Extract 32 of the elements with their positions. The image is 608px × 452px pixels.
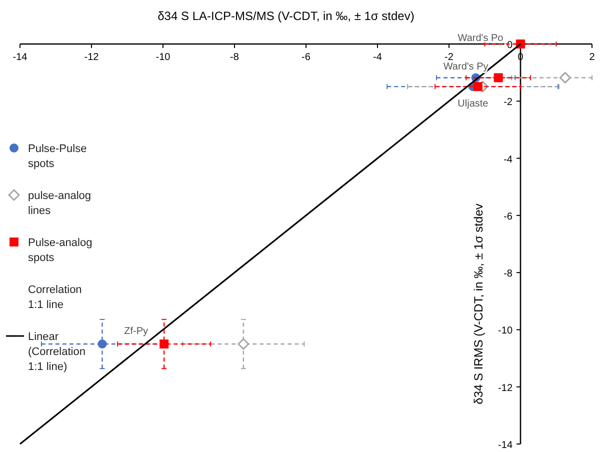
y-axis-title: δ34 S IRMS (V-CDT, in ‰, ± 1σ stdev (472, 204, 486, 404)
x-tick-label: 2 (589, 52, 596, 63)
point (160, 340, 169, 348)
x-tick-label: -2 (444, 52, 454, 63)
point (559, 72, 571, 84)
point (473, 82, 482, 92)
y-tick-label: -14 (498, 440, 513, 451)
x-tick-label: -12 (84, 52, 100, 63)
annotation: Ward's Py (443, 62, 488, 73)
annotation: Ward's Po (458, 33, 504, 44)
legend-label: pulse-analog lines (28, 190, 91, 217)
y-tick-label: -2 (504, 97, 513, 108)
annotation: Uljaste (458, 98, 489, 110)
y-tick-label: -8 (504, 268, 513, 280)
annotation: Correlation 1:1 line (28, 284, 82, 311)
x-tick-label: -4 (373, 52, 382, 63)
y-tick-label: -4 (504, 154, 513, 166)
x-tick-label: -14 (12, 52, 28, 63)
annotation: Zf-Py (124, 326, 148, 337)
x-axis-title: δ34 S LA-ICP-MS/MS (V-CDT, in ‰, ± 1σ stdev) (158, 9, 414, 23)
y-tick-label: -10 (498, 326, 513, 337)
x-tick-label: -8 (230, 52, 240, 63)
x-tick-label: -10 (156, 52, 171, 63)
point (238, 338, 250, 350)
legend-label: Linear (Correlation 1:1 line) (28, 331, 86, 373)
y-tick-label: -6 (504, 211, 513, 222)
y-tick-label: -12 (498, 382, 513, 394)
point (98, 340, 107, 348)
point (494, 73, 503, 82)
x-tick-label: -6 (302, 52, 311, 63)
legend-label: Pulse-Pulse spots (28, 143, 87, 170)
legend-label: Pulse-analog spots (28, 237, 92, 264)
